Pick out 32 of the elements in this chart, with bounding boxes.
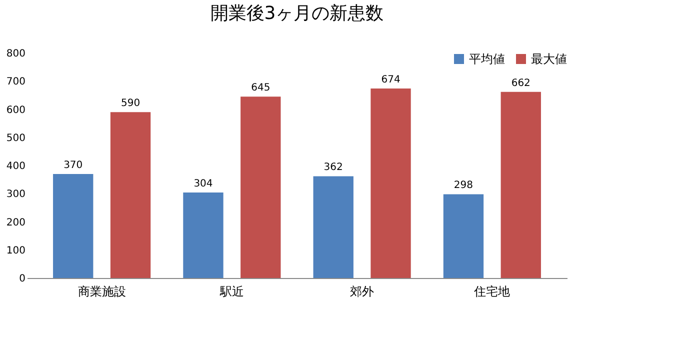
y-tick-label: 200 [6, 217, 26, 228]
data-label: 645 [251, 82, 270, 94]
data-label: 674 [381, 74, 400, 86]
legend-label: 平均値 [469, 52, 505, 66]
bar [500, 92, 541, 278]
chart-title: 開業後3ヶ月の新患数 [210, 3, 384, 24]
bar [183, 192, 224, 278]
y-tick-label: 600 [6, 104, 26, 116]
y-tick-label: 700 [6, 76, 26, 88]
y-tick-label: 100 [6, 245, 26, 256]
x-tick-label: 住宅地 [473, 284, 510, 298]
data-label: 304 [194, 178, 213, 190]
data-label: 590 [120, 98, 140, 110]
bar [443, 194, 484, 278]
bar [313, 176, 354, 278]
legend-label: 最大値 [531, 52, 567, 66]
bar [370, 88, 411, 278]
y-tick-label: 500 [6, 132, 26, 144]
data-label: 662 [511, 78, 530, 89]
data-label: 298 [454, 180, 474, 192]
bar [240, 96, 281, 278]
bar [110, 112, 151, 278]
y-tick-label: 400 [6, 161, 26, 172]
y-tick-label: 800 [6, 48, 26, 60]
data-label: 370 [64, 160, 83, 171]
x-tick-label: 郊外 [350, 284, 374, 298]
bar [53, 174, 94, 278]
x-tick-label: 駅近 [218, 284, 244, 298]
y-tick-label: 0 [19, 274, 26, 284]
y-tick-label: 300 [6, 189, 26, 200]
x-tick-label: 商業施設 [78, 284, 126, 298]
data-label: 362 [324, 162, 343, 174]
